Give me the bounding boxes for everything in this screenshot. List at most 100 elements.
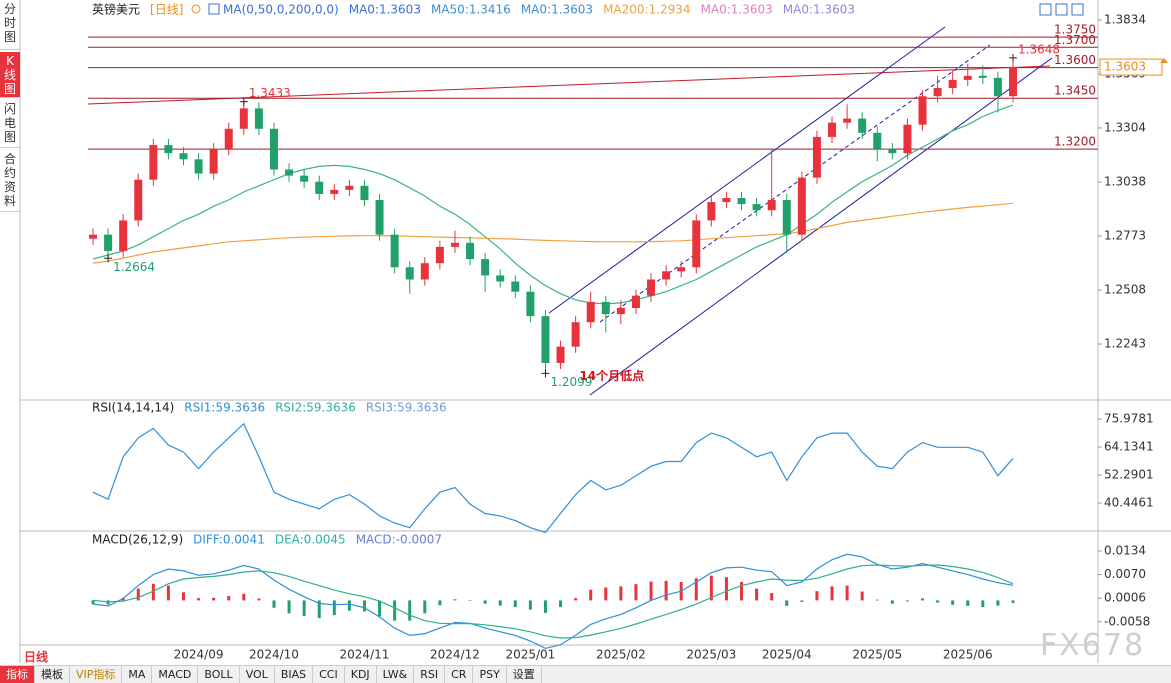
level-label: 1.3600 [1054,53,1096,67]
macd-bar [815,591,819,601]
legend-label: MA0:1.3603 [521,3,593,17]
y-tick-label: 0.0134 [1104,543,1146,557]
y-tick-label: 1.2773 [1104,229,1146,243]
toolbar-button[interactable]: LW& [377,666,415,683]
macd-bar [604,587,608,601]
candle-body [933,88,942,97]
y-tick-label: 64.1341 [1104,440,1154,454]
macd-bar [724,577,728,601]
macd-bar [936,600,940,603]
y-tick-label: 1.3038 [1104,175,1146,189]
price-tag-label: 1.3603 [1104,60,1146,74]
y-tick-label: 40.4461 [1104,496,1154,510]
candle-body [978,75,987,78]
toolbar-button[interactable]: PSY [473,666,507,683]
sidebar-tab[interactable]: K线图 [0,52,20,98]
candle-body [707,202,716,221]
macd-bar [302,600,306,616]
candle-body [1009,67,1017,97]
legend-label: 英镑美元 [92,2,140,17]
sidebar-tab[interactable]: 分时图 [0,0,20,50]
x-tick-label: 2025/03 [686,648,736,662]
candle-body [647,279,656,296]
macd-bar [136,588,140,601]
candle-body [752,204,761,211]
add-icon[interactable] [191,4,201,14]
legend-label: MACD:-0.0007 [356,533,442,547]
series-line [92,564,1014,639]
tool-icon[interactable] [1055,3,1068,16]
y-tick-label: -0.0058 [1104,614,1150,628]
macd-bar [91,600,95,605]
legend-label: MA0:1.3603 [349,3,421,17]
series-line [92,553,1014,650]
toolbar-button[interactable]: CR [445,666,474,683]
toolbar-button[interactable]: MACD [152,666,199,683]
candle-body [858,118,867,133]
toolbar-button[interactable]: CCI [313,666,345,683]
sidebar-tab[interactable]: 闪电图 [0,100,20,148]
toolbar-button[interactable]: VOL [240,666,275,683]
toolbar-button[interactable]: RSI [414,666,446,683]
y-tick-label: 1.2243 [1104,337,1146,351]
macd-bar [709,575,713,601]
series-line [92,202,1014,264]
y-tick-label: 52.2901 [1104,468,1154,482]
legend-label: MA0:1.3603 [783,3,855,17]
legend-label: MA200:1.2934 [603,3,691,17]
toolbar: 指标 模板 VIP指标 MA MACD BOLL VOL BIAS CCI KDJ LW& RSI CR… [0,665,1171,683]
marker-label: 1.3433 [249,86,291,100]
annotation: 14个月低点 [579,368,644,383]
macd-bar [483,600,487,604]
legend-label: DEA:0.0045 [275,533,346,547]
candle-body [420,263,429,280]
macd-bar [755,588,759,601]
x-tick-label: 2024/10 [249,648,299,662]
x-tick-label: 2024/09 [174,648,224,662]
candle-body [209,149,218,174]
toolbar-button[interactable]: MA [122,666,153,683]
toolbar-button[interactable]: 设置 [507,666,542,683]
x-tick-label: 2024/12 [430,648,480,662]
toolbar-button[interactable]: BOLL [198,666,240,683]
channel-lower [589,57,1053,396]
tool-icon[interactable] [1039,3,1052,16]
macd-bar [408,600,412,621]
candle-body [194,159,203,174]
macd-bar [378,600,382,617]
macd-bar [468,600,472,601]
legend-label: MA0:1.3603 [701,3,773,17]
candle-body [631,295,640,308]
macd-bar [845,585,849,601]
marker-label: 1.2664 [113,260,155,274]
settings-icon[interactable] [208,3,220,15]
candle-body [375,200,384,235]
price-tag [1099,58,1163,76]
candle-body [239,108,248,129]
x-tick-label: 2025/04 [762,648,812,662]
macd-bar [528,600,532,610]
toolbar-button[interactable]: KDJ [345,666,377,683]
macd-bar [166,585,170,601]
tool-icon[interactable] [1071,3,1084,16]
macd-bar [785,600,789,606]
candle-body [149,145,158,180]
series-line [92,422,1014,534]
candle-body [330,189,339,194]
sidebar-tab[interactable]: 合约资料 [0,150,20,212]
toolbar-button[interactable]: 指标 [0,666,35,683]
macd-bar [272,600,276,608]
candle-body [993,77,1002,97]
toolbar-button[interactable]: VIP指标 [70,666,123,683]
legend-label: DIFF:0.0041 [193,533,265,547]
candle-body [345,185,354,190]
candle-body [104,234,113,251]
toolbar-button[interactable]: 模板 [35,666,70,683]
candle-body [435,246,444,264]
legend-label: MA(0,50,0,200,0,0) [223,3,339,17]
macd-bar [921,598,925,601]
candle-body [843,118,852,123]
toolbar-button[interactable]: BIAS [275,666,314,683]
macd-bar [227,595,231,601]
